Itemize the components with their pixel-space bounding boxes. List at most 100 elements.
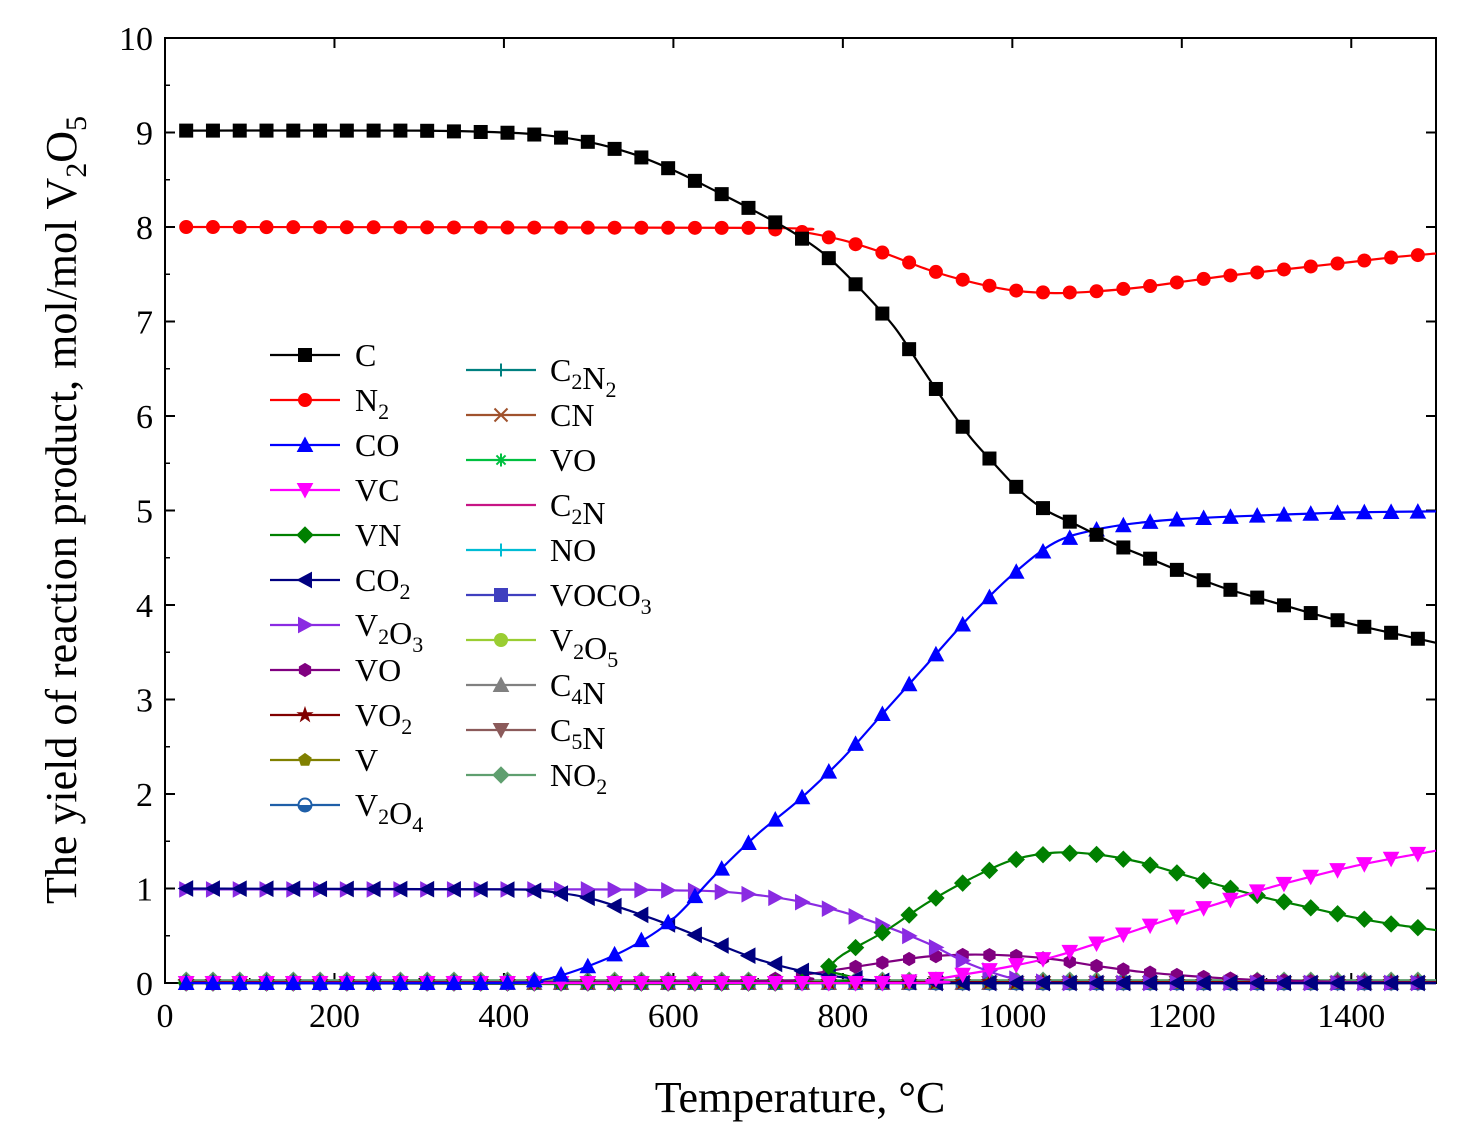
series-point-n2	[1143, 279, 1158, 294]
series-point-co2	[525, 882, 542, 900]
series-point-co2	[1275, 974, 1291, 992]
series-point-n2	[1330, 256, 1345, 271]
series-point-n2	[1357, 253, 1372, 268]
series-point-vc	[1355, 857, 1373, 873]
series-point-co2	[1087, 974, 1104, 992]
series-point-co2	[391, 880, 408, 898]
series-point-c	[955, 419, 970, 434]
series-line-n2	[186, 225, 1437, 295]
series-point-vn	[1007, 850, 1025, 869]
series-point-co2	[311, 880, 328, 898]
series-point-n2	[875, 245, 890, 260]
series-co	[177, 503, 1437, 990]
series-point-vc	[579, 976, 597, 992]
series-point-vo	[1063, 954, 1076, 969]
legend-label-co: CO	[355, 427, 399, 463]
series-point-vc	[1168, 909, 1186, 926]
series-point-co	[1248, 507, 1266, 523]
y-tick-label: 4	[136, 588, 153, 625]
series-point-vn	[1168, 864, 1186, 882]
series-point-co2	[766, 955, 783, 973]
legend-marker-vo	[298, 662, 312, 678]
series-point-vc	[927, 971, 945, 988]
series-point-c	[1036, 501, 1051, 516]
series-point-c	[768, 215, 783, 230]
series-point-v2o3	[795, 893, 811, 911]
series-point-co	[525, 971, 543, 988]
y-axis-title-base: The yield of reaction product, mol/mol V	[37, 178, 86, 904]
series-point-c	[714, 187, 729, 202]
series-point-co2	[445, 880, 461, 898]
series-point-n2	[232, 220, 247, 235]
series-point-n2	[1250, 265, 1265, 280]
series-point-co	[258, 974, 275, 990]
series-point-v2o3	[902, 927, 918, 945]
series-point-v2o3	[741, 885, 758, 903]
series-point-n2	[1089, 284, 1104, 299]
series-point-vc	[1061, 944, 1079, 961]
series-point-c	[339, 123, 354, 138]
series-point-n2	[928, 264, 943, 279]
series-point-co	[659, 913, 677, 930]
series-point-c	[1116, 540, 1131, 555]
series-point-vc	[1222, 892, 1239, 909]
legend-marker-vc	[296, 483, 314, 499]
series-point-co2	[284, 880, 301, 898]
series-point-c	[795, 231, 810, 246]
series-point-n2	[420, 220, 435, 235]
series-point-co2	[1114, 974, 1131, 992]
series-point-vn	[820, 957, 838, 976]
y-tick-label: 2	[136, 777, 153, 814]
y-tick-label: 10	[119, 21, 153, 58]
series-point-co2	[1248, 974, 1265, 992]
series-point-co	[847, 735, 864, 751]
series-point-co2	[1007, 974, 1024, 992]
series-point-v2o3	[661, 881, 677, 899]
x-tick-label: 0	[157, 998, 174, 1035]
series-point-co2	[739, 947, 756, 965]
series-point-c	[634, 150, 649, 165]
series-point-co	[579, 957, 597, 974]
series-point-c	[313, 123, 328, 138]
x-tick-label: 600	[648, 998, 699, 1035]
series-point-c	[848, 277, 863, 292]
legend-marker-n2	[298, 393, 312, 407]
series-point-co2	[1061, 974, 1077, 992]
series-point-co2	[1355, 974, 1372, 992]
series-point-n2	[982, 278, 997, 293]
series-point-vc	[874, 976, 891, 992]
series-point-vn	[1328, 905, 1347, 923]
series-point-co	[1141, 513, 1159, 529]
series-point-co2	[1409, 974, 1425, 992]
series-point-co2	[579, 889, 595, 907]
legend-marker-vn	[296, 526, 314, 544]
series-point-co	[1114, 516, 1132, 533]
series-point-vc	[1141, 918, 1159, 935]
series-point-co2	[552, 885, 569, 902]
series-point-c	[1009, 479, 1024, 494]
series-point-c	[420, 123, 435, 138]
series-point-n2	[1169, 275, 1184, 290]
series-point-c	[607, 141, 622, 156]
series-point-co	[204, 974, 222, 990]
series-point-vn	[1409, 918, 1427, 937]
series-point-c	[661, 161, 676, 176]
legend-label-co2: CO2	[355, 562, 410, 604]
series-point-vc	[740, 976, 757, 992]
series-point-c	[232, 123, 247, 138]
series-point-n2	[286, 220, 301, 235]
series-point-vc	[1382, 851, 1400, 868]
series-point-co2	[1302, 974, 1318, 992]
series-point-co2	[231, 880, 247, 897]
legend-marker-c5n	[492, 723, 510, 739]
series-point-vn	[1034, 845, 1052, 864]
series-point-co	[1034, 542, 1052, 559]
series-point-co	[499, 974, 516, 990]
series-point-co	[552, 966, 570, 982]
series-point-co	[311, 974, 329, 990]
y-tick-label: 3	[136, 683, 153, 720]
series-point-vc	[1329, 863, 1346, 879]
series-point-co	[874, 705, 891, 722]
series-point-co2	[418, 880, 435, 898]
